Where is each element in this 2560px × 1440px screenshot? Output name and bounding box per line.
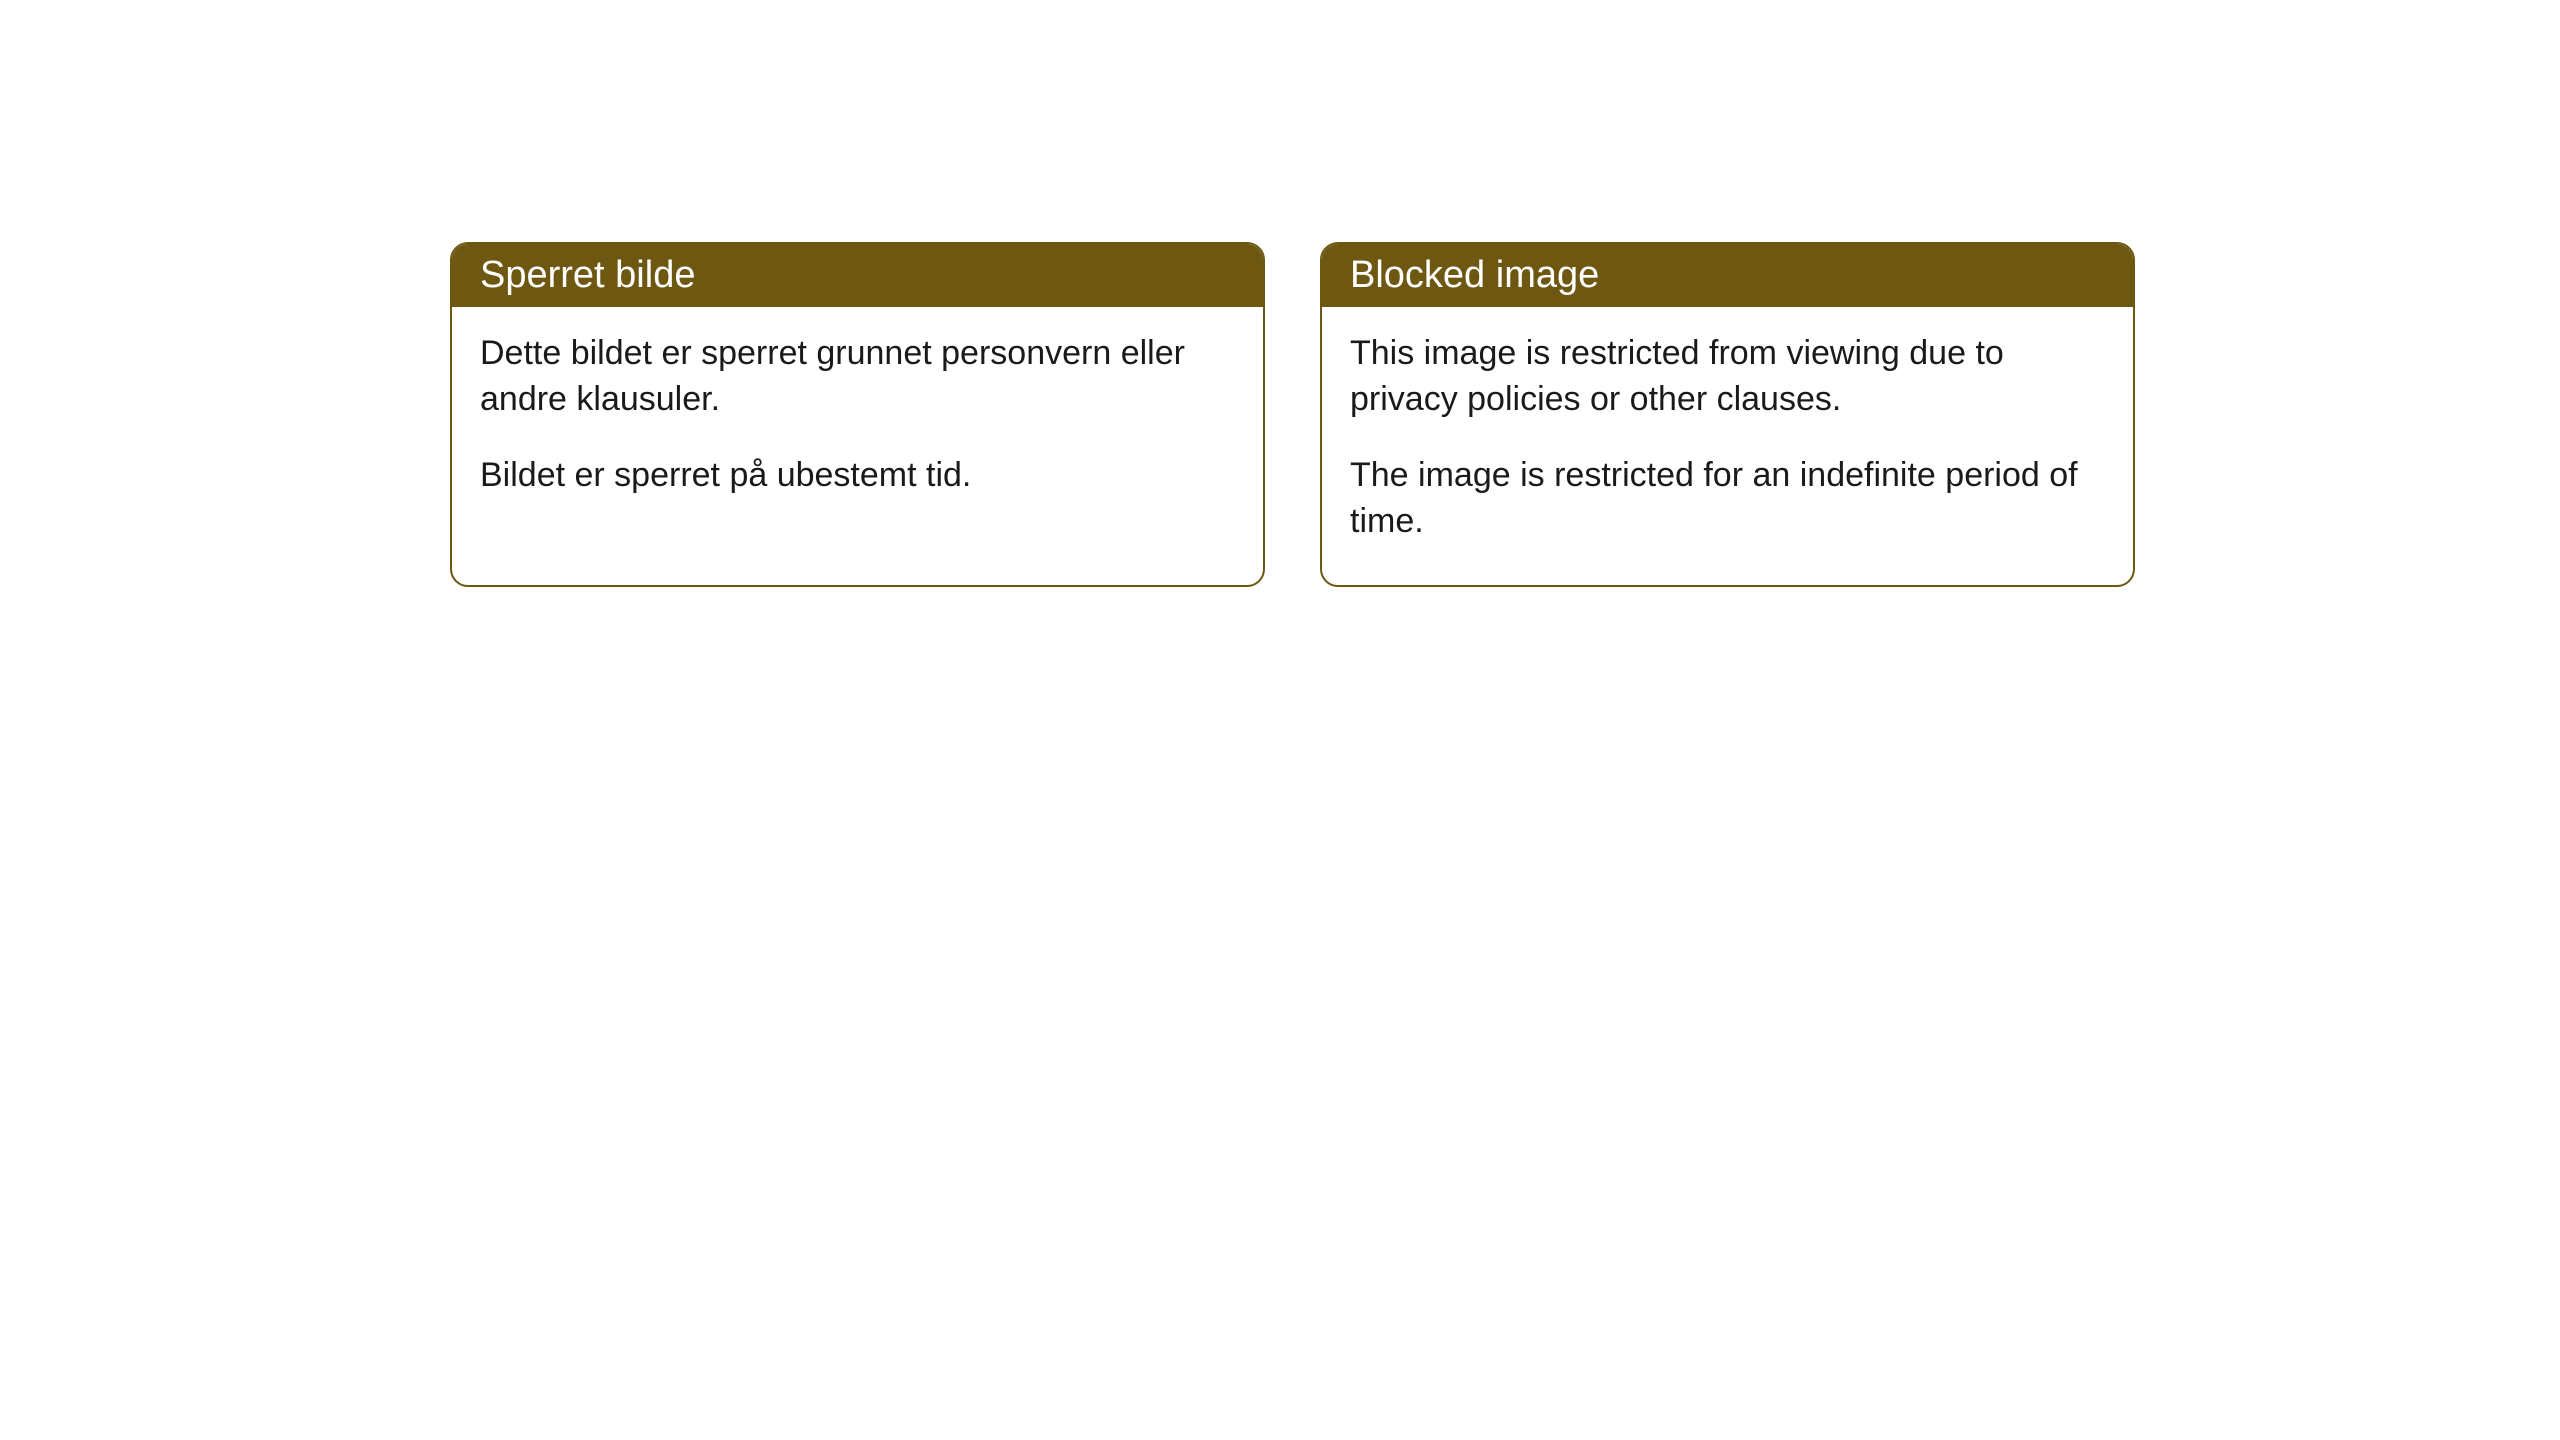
notice-title: Sperret bilde [480,254,695,296]
notice-container: Sperret bilde Dette bildet er sperret gr… [450,242,2135,587]
notice-header-english: Blocked image [1322,244,2133,307]
notice-body-norwegian: Dette bildet er sperret grunnet personve… [452,307,1263,539]
notice-header-norwegian: Sperret bilde [452,244,1263,307]
notice-title: Blocked image [1350,254,1599,296]
notice-paragraph: Bildet er sperret på ubestemt tid. [480,453,1235,499]
notice-paragraph: This image is restricted from viewing du… [1350,331,2105,423]
notice-card-english: Blocked image This image is restricted f… [1320,242,2135,587]
notice-paragraph: The image is restricted for an indefinit… [1350,453,2105,545]
notice-card-norwegian: Sperret bilde Dette bildet er sperret gr… [450,242,1265,587]
notice-paragraph: Dette bildet er sperret grunnet personve… [480,331,1235,423]
notice-body-english: This image is restricted from viewing du… [1322,307,2133,585]
